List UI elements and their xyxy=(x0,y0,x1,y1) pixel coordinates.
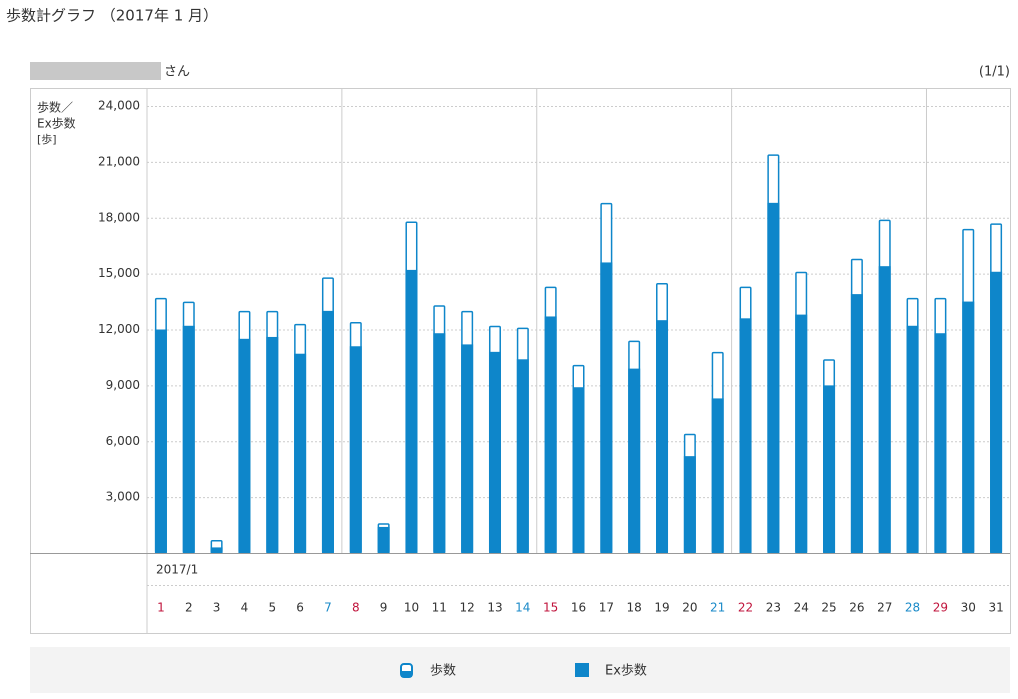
x-tick-label: 28 xyxy=(905,601,920,615)
x-tick-label: 7 xyxy=(324,601,332,615)
bar-ex xyxy=(210,547,223,553)
bar-ex xyxy=(544,316,557,553)
x-tick-label: 29 xyxy=(933,601,948,615)
bar-ex xyxy=(488,351,501,553)
x-tick-label: 12 xyxy=(460,601,475,615)
x-tick-label: 25 xyxy=(821,601,836,615)
x-tick-label: 15 xyxy=(543,601,558,615)
legend-label: 歩数 xyxy=(430,664,456,679)
bar-ex xyxy=(321,310,334,553)
bar-ex xyxy=(906,325,919,553)
y-tick-label: 18,000 xyxy=(98,210,140,224)
x-tick-label: 26 xyxy=(849,601,864,615)
bar-ex xyxy=(516,359,529,553)
y-axis-label: 歩数／ xyxy=(37,100,73,115)
x-tick-label: 4 xyxy=(241,601,249,615)
bar-ex xyxy=(238,338,251,553)
chart-frame xyxy=(30,88,1011,634)
bar-ex xyxy=(850,294,863,553)
bar-ex xyxy=(294,353,307,553)
bar-ex xyxy=(154,329,167,553)
page-counter: (1/1) xyxy=(979,65,1010,80)
x-tick-label: 1 xyxy=(157,601,165,615)
bar-ex xyxy=(266,336,279,553)
bar-ex xyxy=(934,333,947,553)
bar-ex xyxy=(405,269,418,553)
user-suffix: さん xyxy=(164,65,190,80)
x-tick-label: 19 xyxy=(654,601,669,615)
bar-ex xyxy=(656,320,669,553)
page-title: 歩数計グラフ （2017年 1 月） xyxy=(6,7,218,25)
x-group-label: 2017/1 xyxy=(156,563,198,577)
bar-ex xyxy=(433,333,446,553)
x-tick-label: 17 xyxy=(599,601,614,615)
bar-ex xyxy=(711,398,724,553)
bar-ex xyxy=(878,266,891,553)
x-tick-label: 16 xyxy=(571,601,586,615)
x-tick-label: 8 xyxy=(352,601,360,615)
x-tick-label: 5 xyxy=(268,601,276,615)
x-tick-label: 18 xyxy=(627,601,642,615)
bar-ex xyxy=(990,271,1003,553)
y-tick-label: 6,000 xyxy=(106,434,140,448)
bar-ex xyxy=(377,526,390,553)
y-axis-label: [歩] xyxy=(37,132,57,146)
y-tick-label: 21,000 xyxy=(98,154,140,168)
y-tick-label: 9,000 xyxy=(106,378,140,392)
bar-ex xyxy=(683,456,696,553)
legend-swatch xyxy=(401,671,412,677)
x-tick-label: 30 xyxy=(961,601,976,615)
x-tick-label: 2 xyxy=(185,601,193,615)
y-tick-label: 12,000 xyxy=(98,322,140,336)
legend-label: Ex歩数 xyxy=(605,664,647,679)
x-tick-label: 6 xyxy=(296,601,304,615)
x-tick-label: 23 xyxy=(766,601,781,615)
redacted-name xyxy=(30,62,161,80)
bar-ex xyxy=(572,387,585,553)
bar-ex xyxy=(628,368,641,553)
y-tick-label: 24,000 xyxy=(98,99,140,113)
x-tick-label: 10 xyxy=(404,601,419,615)
x-tick-label: 22 xyxy=(738,601,753,615)
x-tick-label: 27 xyxy=(877,601,892,615)
x-tick-label: 11 xyxy=(432,601,447,615)
bar-ex xyxy=(739,318,752,553)
x-tick-label: 13 xyxy=(487,601,502,615)
bar-ex xyxy=(182,325,195,553)
bar-ex xyxy=(962,301,975,553)
legend-swatch xyxy=(575,663,589,677)
bar-ex xyxy=(795,314,808,553)
y-axis-label: Ex歩数 xyxy=(37,116,76,131)
x-tick-label: 20 xyxy=(682,601,697,615)
bar-ex xyxy=(349,346,362,553)
bar-ex xyxy=(461,344,474,553)
bar-ex xyxy=(600,262,613,553)
bar-ex xyxy=(823,385,836,553)
x-tick-label: 31 xyxy=(988,601,1003,615)
y-tick-label: 3,000 xyxy=(106,490,140,504)
x-tick-label: 24 xyxy=(794,601,809,615)
x-tick-label: 9 xyxy=(380,601,388,615)
x-tick-label: 21 xyxy=(710,601,725,615)
bar-ex xyxy=(767,202,780,553)
x-tick-label: 3 xyxy=(213,601,221,615)
y-tick-label: 15,000 xyxy=(98,266,140,280)
legend-box xyxy=(30,647,1010,693)
x-tick-label: 14 xyxy=(515,601,530,615)
